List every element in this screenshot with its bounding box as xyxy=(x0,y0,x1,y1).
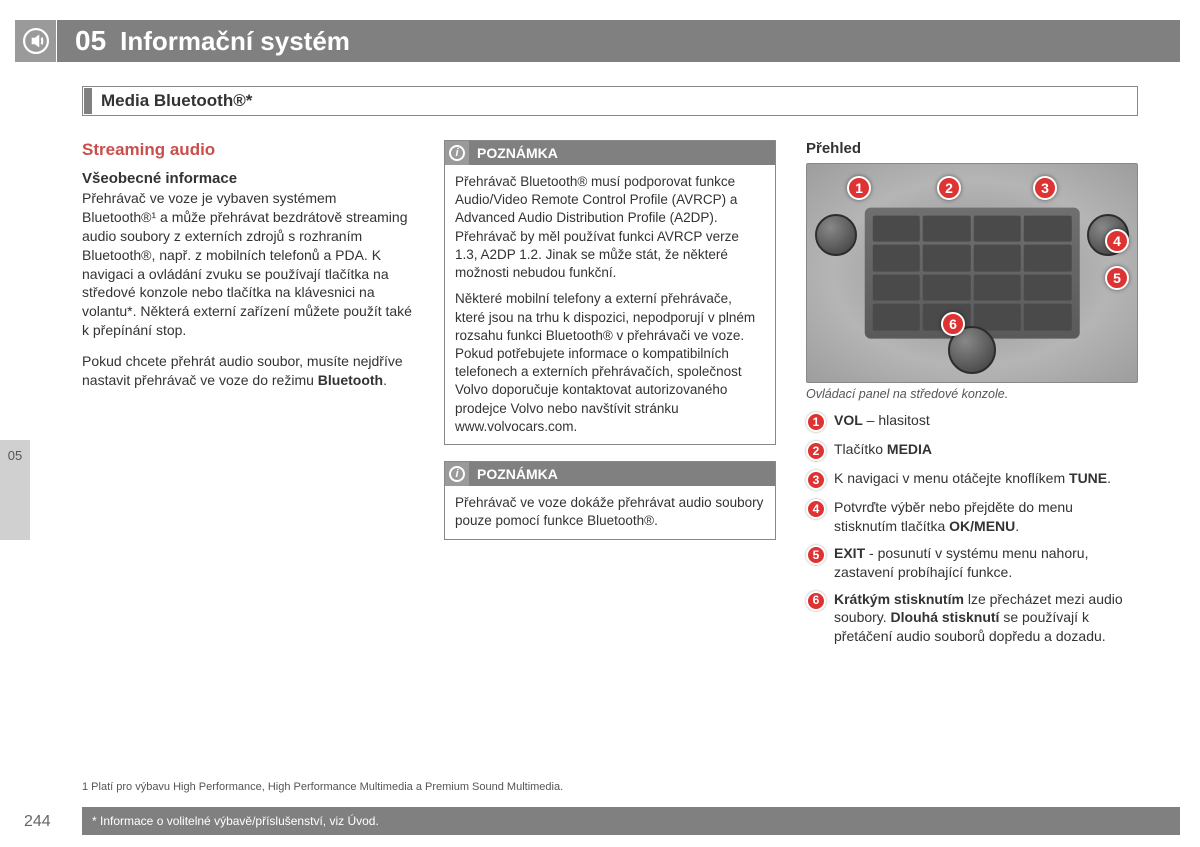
note1-p1: Přehrávač Bluetooth® musí podporovat fun… xyxy=(455,173,765,282)
chapter-header: 05 Informační systém xyxy=(15,20,1180,62)
note-box-2: i POZNÁMKA Přehrávač ve voze dokáže přeh… xyxy=(444,461,776,539)
title-accent xyxy=(84,88,92,114)
marker-5: 5 xyxy=(1105,266,1129,290)
note-title-1: POZNÁMKA xyxy=(477,145,558,161)
legend-dot: 3 xyxy=(806,470,826,490)
manual-page: 05 Informační systém Media Bluetooth®* 0… xyxy=(0,0,1200,847)
marker-6: 6 xyxy=(941,312,965,336)
section-title-bar: Media Bluetooth®* xyxy=(82,86,1138,116)
legend-dot: 1 xyxy=(806,412,826,432)
marker-1: 1 xyxy=(847,176,871,200)
note2-p1: Přehrávač ve voze dokáže přehrávat audio… xyxy=(455,494,765,530)
note-body-1: Přehrávač Bluetooth® musí podporovat fun… xyxy=(445,165,775,444)
general-info-p2: Pokud chcete přehrát audio soubor, musít… xyxy=(82,352,414,390)
section-title: Media Bluetooth®* xyxy=(101,91,252,111)
note-header-2: i POZNÁMKA xyxy=(445,462,775,486)
overview-heading: Přehled xyxy=(806,140,1138,157)
note-title-2: POZNÁMKA xyxy=(477,466,558,482)
legend-text: Tlačítko MEDIA xyxy=(834,440,932,459)
note-box-1: i POZNÁMKA Přehrávač Bluetooth® musí pod… xyxy=(444,140,776,445)
legend-list: 1 VOL – hlasitost 2 Tlačítko MEDIA 3 K naviga… xyxy=(806,411,1138,646)
marker-2: 2 xyxy=(937,176,961,200)
speaker-icon xyxy=(15,20,57,62)
footer-text: * Informace o volitelné výbavě/příslušen… xyxy=(92,814,379,828)
note-body-2: Přehrávač ve voze dokáže přehrávat audio… xyxy=(445,486,775,538)
marker-4: 4 xyxy=(1105,229,1129,253)
legend-text: Krátkým stisknutím lze přecházet mezi au… xyxy=(834,590,1138,647)
legend-item-6: 6 Krátkým stisknutím lze přecházet mezi a… xyxy=(806,590,1138,647)
chapter-label: 05 Informační systém xyxy=(57,20,362,62)
footnote-text: 1 Platí pro výbavu High Performance, Hig… xyxy=(82,775,563,793)
legend-text: EXIT - posunutí v systému menu nahoru, z… xyxy=(834,544,1138,582)
legend-dot: 5 xyxy=(806,545,826,565)
legend-dot: 4 xyxy=(806,499,826,519)
page-number: 244 xyxy=(24,813,51,831)
side-tab: 05 xyxy=(0,440,30,540)
legend-item-4: 4 Potvrďte výběr nebo přejděte do menu st… xyxy=(806,498,1138,536)
p2-text-c: . xyxy=(383,372,387,388)
p2-bold: Bluetooth xyxy=(318,372,383,388)
column-1: Streaming audio Všeobecné informace Přeh… xyxy=(82,140,414,654)
legend-dot: 2 xyxy=(806,441,826,461)
chapter-number: 05 xyxy=(75,25,106,57)
panel-buttons xyxy=(865,208,1080,339)
content-columns: Streaming audio Všeobecné informace Přeh… xyxy=(82,140,1138,654)
legend-item-5: 5 EXIT - posunutí v systému menu nahoru, … xyxy=(806,544,1138,582)
legend-item-3: 3 K navigaci v menu otáčejte knoflíkem TU… xyxy=(806,469,1138,490)
vol-knob xyxy=(815,214,857,256)
legend-dot: 6 xyxy=(806,591,826,611)
streaming-heading: Streaming audio xyxy=(82,140,414,160)
legend-item-2: 2 Tlačítko MEDIA xyxy=(806,440,1138,461)
general-info-heading: Všeobecné informace xyxy=(82,170,414,187)
note1-p2: Některé mobilní telefony a externí přehr… xyxy=(455,290,765,436)
image-caption: Ovládací panel na středové konzole. xyxy=(806,387,1138,401)
chapter-title: Informační systém xyxy=(120,26,350,57)
legend-item-1: 1 VOL – hlasitost xyxy=(806,411,1138,432)
info-icon: i xyxy=(445,462,469,486)
legend-text: VOL – hlasitost xyxy=(834,411,930,430)
control-panel-image: 1 2 3 4 5 6 xyxy=(806,163,1138,383)
footer-bar: * Informace o volitelné výbavě/příslušen… xyxy=(82,807,1180,835)
info-icon: i xyxy=(445,141,469,165)
legend-text: Potvrďte výběr nebo přejděte do menu sti… xyxy=(834,498,1138,536)
column-3: Přehled 1 2 3 4 5 6 Ovládací panel na středov… xyxy=(806,140,1138,654)
marker-3: 3 xyxy=(1033,176,1057,200)
side-tab-num: 05 xyxy=(8,448,22,463)
note-header-1: i POZNÁMKA xyxy=(445,141,775,165)
legend-text: K navigaci v menu otáčejte knoflíkem TUN… xyxy=(834,469,1111,488)
column-2: i POZNÁMKA Přehrávač Bluetooth® musí pod… xyxy=(444,140,776,654)
general-info-p1: Přehrávač ve voze je vybaven systémem Bl… xyxy=(82,189,414,340)
